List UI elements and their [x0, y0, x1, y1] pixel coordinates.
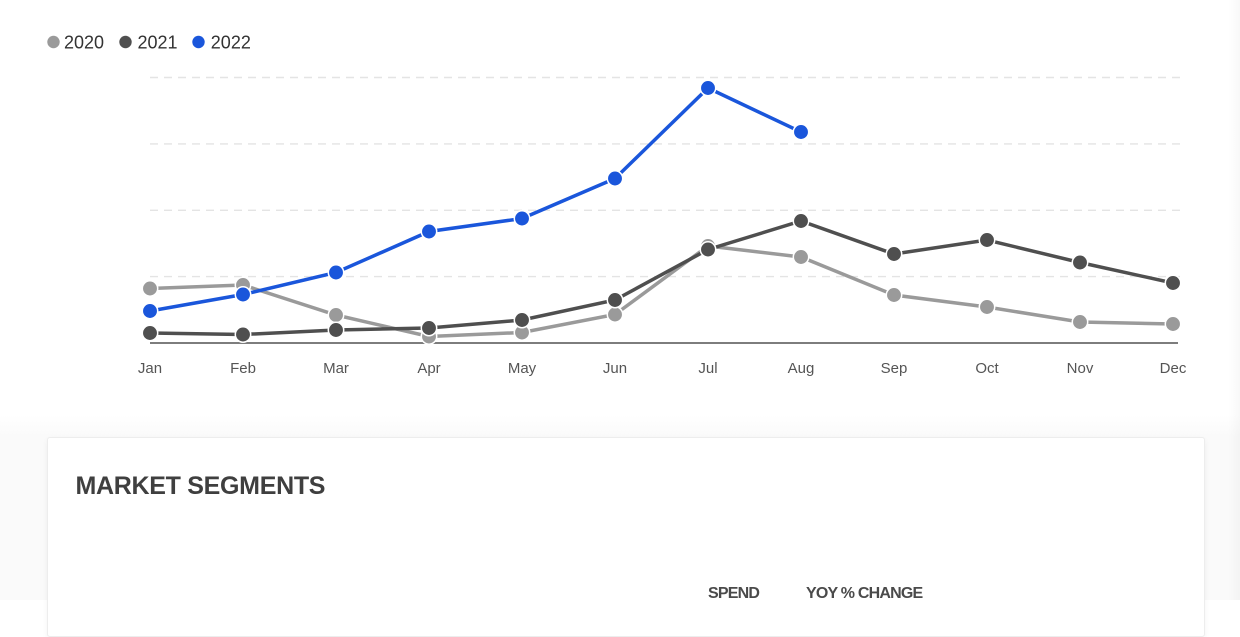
- svg-text:Dec: Dec: [1160, 360, 1187, 377]
- svg-text:2020: 2020: [64, 32, 104, 52]
- svg-text:Jul: Jul: [698, 360, 717, 377]
- svg-text:May: May: [508, 360, 537, 377]
- svg-text:Mar: Mar: [323, 360, 349, 377]
- svg-text:2021: 2021: [138, 32, 178, 52]
- svg-text:Jun: Jun: [603, 360, 627, 377]
- svg-text:Sep: Sep: [881, 360, 908, 377]
- svg-text:Apr: Apr: [417, 360, 440, 377]
- svg-text:Aug: Aug: [788, 360, 815, 377]
- svg-text:Feb: Feb: [230, 360, 256, 377]
- svg-text:Jan: Jan: [138, 360, 162, 377]
- svg-text:2022: 2022: [211, 32, 251, 52]
- svg-text:Oct: Oct: [975, 360, 999, 377]
- svg-text:Nov: Nov: [1067, 360, 1094, 377]
